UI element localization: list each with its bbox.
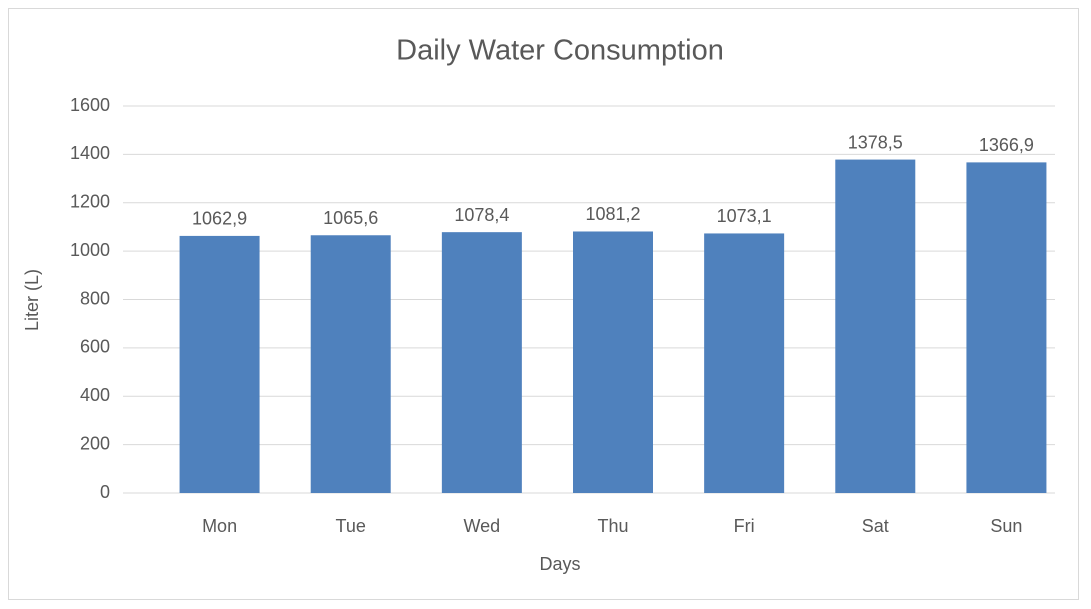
- value-label: 1065,6: [323, 208, 378, 228]
- bar: [835, 159, 916, 493]
- y-tick-label: 1600: [70, 95, 110, 115]
- x-tick-label: Sat: [862, 516, 889, 536]
- x-tick-label: Tue: [336, 516, 366, 536]
- y-tick-label: 0: [100, 482, 110, 502]
- bar: [179, 235, 260, 493]
- x-tick-label: Mon: [202, 516, 237, 536]
- bar: [310, 235, 391, 493]
- y-tick-label: 1400: [70, 143, 110, 163]
- value-label: 1062,9: [192, 209, 247, 229]
- y-tick-label: 1000: [70, 240, 110, 260]
- value-label: 1073,1: [717, 206, 772, 226]
- value-label: 1366,9: [979, 135, 1034, 155]
- y-tick-label: 200: [80, 433, 110, 453]
- y-axis-label: Liter (L): [22, 269, 42, 331]
- y-tick-label: 400: [80, 385, 110, 405]
- chart-title: Daily Water Consumption: [396, 35, 724, 67]
- value-label: 1078,4: [454, 205, 509, 225]
- bar: [441, 232, 522, 494]
- x-axis-label: Days: [539, 554, 580, 574]
- value-label: 1378,5: [848, 132, 903, 152]
- bar: [966, 162, 1047, 494]
- chart-border: [8, 8, 1079, 600]
- x-tick-label: Thu: [597, 516, 628, 536]
- y-tick-label: 800: [80, 288, 110, 308]
- value-label: 1081,2: [585, 204, 640, 224]
- x-tick-label: Fri: [734, 516, 755, 536]
- x-tick-label: Sun: [990, 516, 1022, 536]
- x-tick-label: Wed: [464, 516, 501, 536]
- bar: [573, 231, 653, 494]
- y-tick-label: 1200: [70, 192, 110, 212]
- bar: [704, 233, 785, 493]
- y-tick-label: 600: [80, 337, 110, 357]
